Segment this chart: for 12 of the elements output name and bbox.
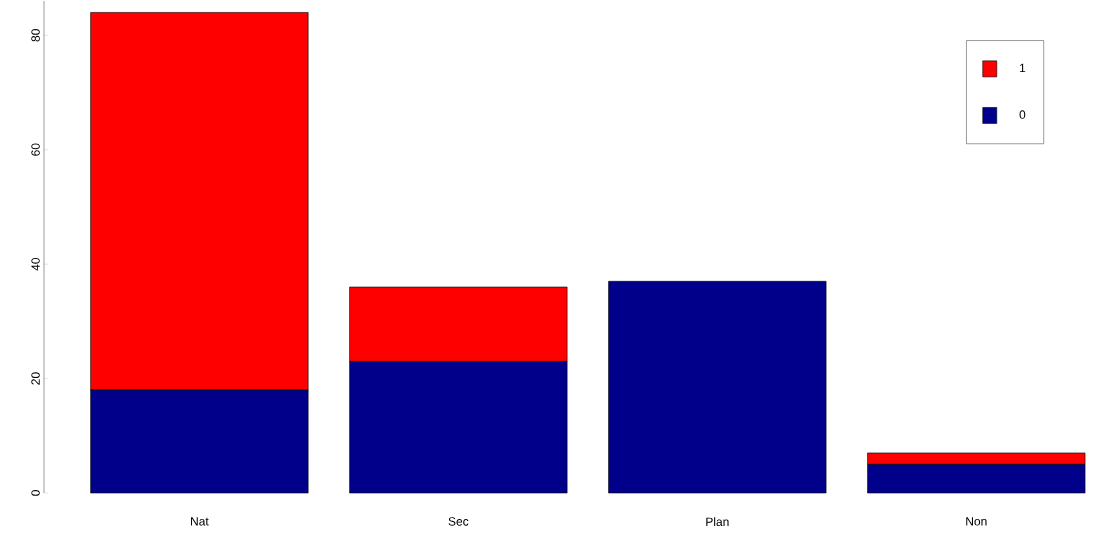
y-tick-label: 40 — [31, 257, 40, 271]
legend-label: 0 — [1019, 110, 1026, 119]
y-tick-label: 80 — [31, 29, 40, 42]
y-tick-label: 0 — [31, 490, 40, 496]
x-tick-label: Sec — [448, 517, 469, 526]
y-tick-label: 60 — [31, 143, 40, 156]
x-tick-label: Nat — [191, 517, 209, 526]
legend-label: 1 — [1019, 63, 1026, 73]
x-tick-label: Plan — [706, 517, 729, 526]
bar — [608, 281, 827, 494]
x-tick-label: Non — [966, 517, 987, 526]
y-tick-label: 20 — [31, 372, 40, 385]
